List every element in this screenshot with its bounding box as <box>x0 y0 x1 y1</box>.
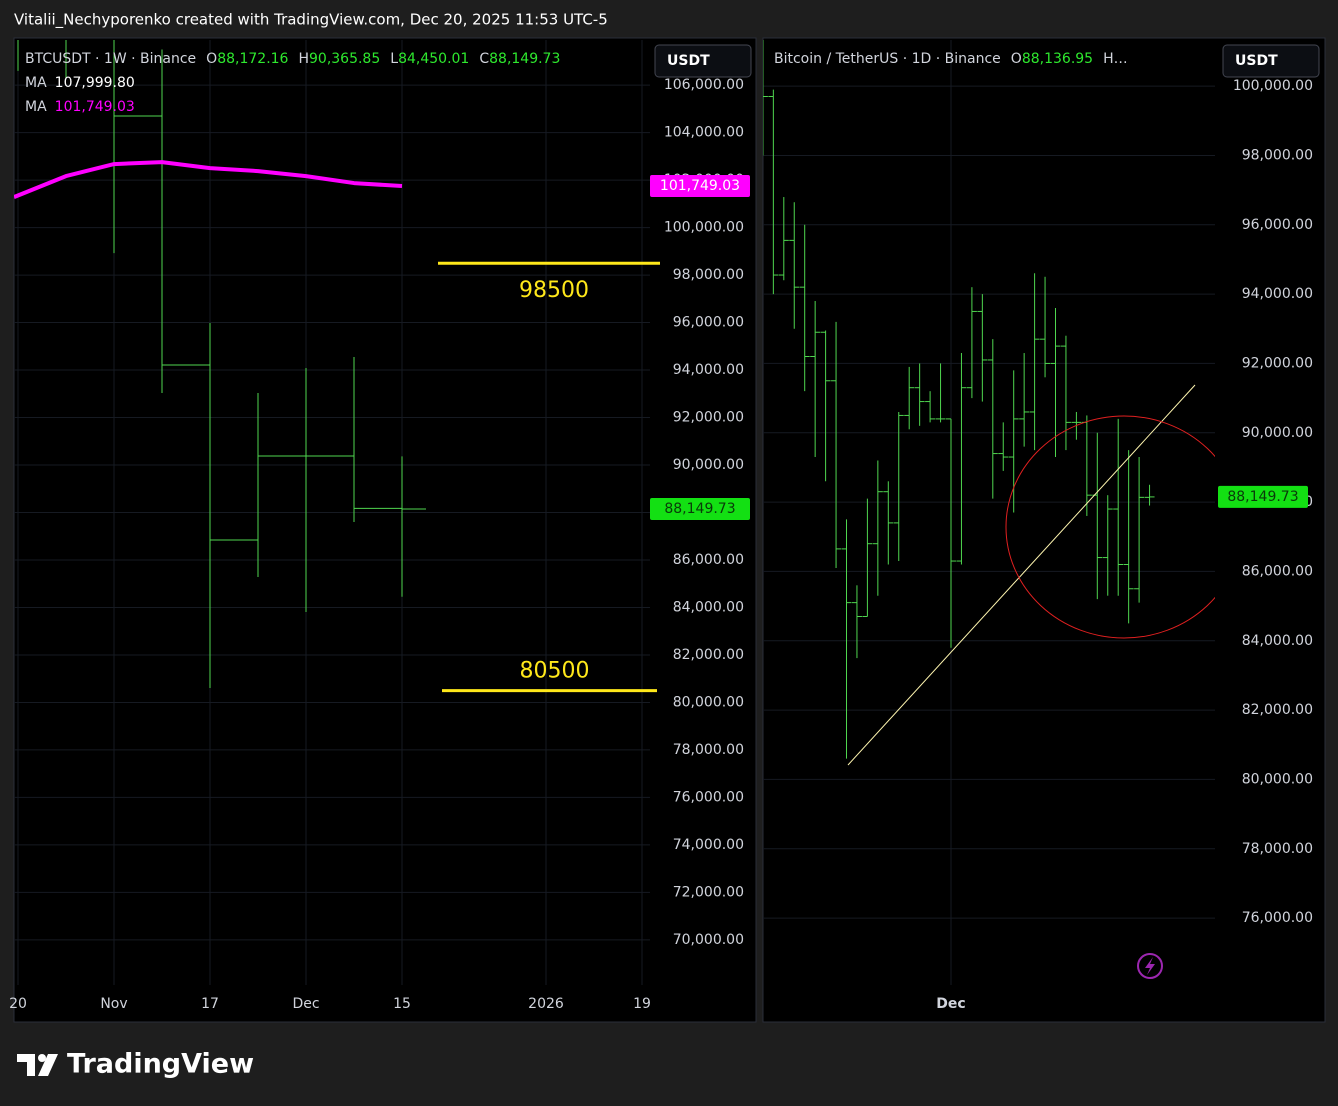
level-label: 80500 <box>520 659 590 684</box>
y-tick-label: 80,000.00 <box>673 694 744 710</box>
price-tag <box>650 497 750 520</box>
currency-button[interactable] <box>1222 44 1320 78</box>
currency-label: USDT <box>667 53 710 69</box>
ma-legend: MA 101,749.03 <box>25 99 135 115</box>
brand-name: TradingView <box>67 1049 254 1080</box>
legend-key: C <box>479 51 489 67</box>
level-label: 98500 <box>519 278 589 303</box>
legend-key: H <box>298 51 309 67</box>
x-tick-label: 19 <box>633 996 651 1012</box>
ma-value: 107,999.80 <box>55 75 135 91</box>
price-tag-label: 88,149.73 <box>664 501 735 517</box>
plot-area <box>14 40 650 985</box>
y-tick-label: 74,000.00 <box>673 837 744 853</box>
brand-logo: TradingView <box>17 1049 254 1080</box>
legend-key: O <box>206 51 217 67</box>
price-tag-label: 88,149.73 <box>1227 489 1298 505</box>
currency-button[interactable] <box>654 44 752 78</box>
legend-key: H… <box>1103 51 1128 67</box>
y-tick-label: 86,000.00 <box>1242 563 1313 579</box>
y-tick-label: 78,000.00 <box>1242 841 1313 857</box>
chart-right: 76,000.00 78,000.00 80,000.00 82,000.00 84,0… <box>763 40 1320 1012</box>
y-tick-label: 92,000.00 <box>1242 355 1313 371</box>
y-tick-label: 94,000.00 <box>1242 286 1313 302</box>
price-tag-label: 101,749.03 <box>660 178 740 194</box>
y-tick-label: 84,000.00 <box>673 599 744 615</box>
header-text: Vitalii_Nechyporenko created with Tradin… <box>14 11 608 30</box>
legend-value: 88,149.73 <box>489 51 560 67</box>
y-tick-label: 90,000.00 <box>673 457 744 473</box>
x-tick-label: 20 <box>9 996 27 1012</box>
y-tick-label: 90,000.00 <box>1242 425 1313 441</box>
y-tick-label: 72,000.00 <box>673 884 744 900</box>
y-tick-label: 84,000.00 <box>1242 633 1313 649</box>
price-tag <box>1218 485 1308 508</box>
y-tick-label: 70,000.00 <box>673 932 744 948</box>
legend-value: 88,136.95 <box>1022 51 1093 67</box>
x-tick-label: 17 <box>201 996 219 1012</box>
ma-name: MA <box>25 75 47 91</box>
legend-value: 88,172.16 <box>217 51 288 67</box>
lightning-icon[interactable] <box>1137 953 1163 979</box>
price-tag <box>650 175 750 198</box>
y-tick-label: 96,000.00 <box>1242 217 1313 233</box>
pane-left <box>13 37 757 1023</box>
drawings <box>847 384 1215 766</box>
y-tick-label: 100,000.00 <box>664 220 744 236</box>
y-tick-label: 78,000.00 <box>673 742 744 758</box>
y-tick-label: 106,000.00 <box>664 77 744 93</box>
x-tick-label: 2026 <box>528 996 564 1012</box>
trend-line <box>847 384 1196 766</box>
y-tick-label: 94,000.00 <box>673 362 744 378</box>
legend-value: 90,365.85 <box>309 51 380 67</box>
legend-title: BTCUSDT · 1W · Binance <box>25 51 196 67</box>
y-tick-label: 76,000.00 <box>673 789 744 805</box>
x-tick-label: Dec <box>936 996 965 1012</box>
y-tick-label: 98,000.00 <box>1242 147 1313 163</box>
currency-label: USDT <box>1235 53 1278 69</box>
legend-key: O <box>1011 51 1022 67</box>
y-tick-label: 80,000.00 <box>1242 771 1313 787</box>
y-tick-label: 100,000.00 <box>1233 78 1313 94</box>
y-tick-label: 96,000.00 <box>673 315 744 331</box>
y-tick-label: 98,000.00 <box>673 267 744 283</box>
plot-area <box>763 40 1215 985</box>
legend: Bitcoin / TetherUS · 1D · Binance O88,136… <box>774 51 1128 67</box>
x-tick-label: 15 <box>393 996 411 1012</box>
x-tick-label: Dec <box>292 996 319 1012</box>
ma-value: 101,749.03 <box>55 99 135 115</box>
legend-value: 84,450.01 <box>398 51 469 67</box>
legend-title: Bitcoin / TetherUS · 1D · Binance <box>774 51 1001 67</box>
legend: BTCUSDT · 1W · Binance O88,172.16 H90,365.… <box>25 51 560 67</box>
pane-right <box>762 37 1326 1023</box>
y-tick-label: 82,000.00 <box>1242 702 1313 718</box>
y-tick-label: 92,000.00 <box>673 410 744 426</box>
y-tick-label: 76,000.00 <box>1242 910 1313 926</box>
x-tick-label: Nov <box>100 996 127 1012</box>
y-tick-label: 86,000.00 <box>673 552 744 568</box>
y-tick-label: 82,000.00 <box>673 647 744 663</box>
y-tick-label: 104,000.00 <box>664 125 744 141</box>
ma-legend: MA 107,999.80 <box>25 75 135 91</box>
legend-key: L <box>390 51 398 67</box>
ma-name: MA <box>25 99 47 115</box>
ma-line <box>14 160 403 199</box>
circle-drawing <box>1005 415 1215 639</box>
chart-left: 70,000.00 72,000.00 74,000.00 76,000.00 78,0… <box>9 40 752 1012</box>
